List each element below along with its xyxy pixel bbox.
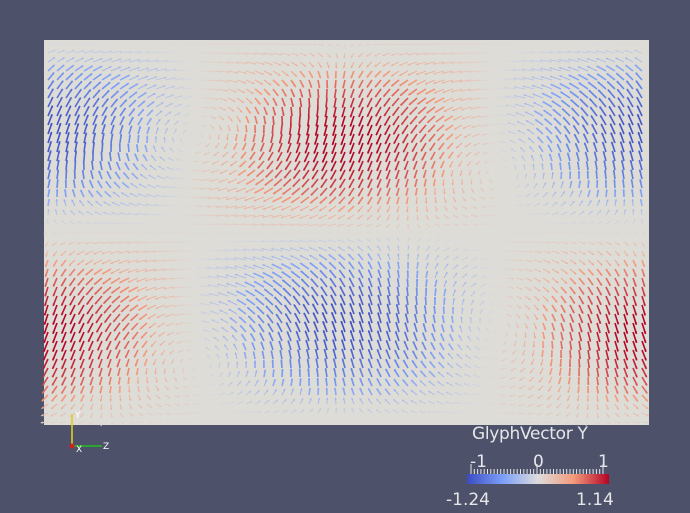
glyph-arrows [40,42,650,427]
axis-y-label: Y [74,411,81,421]
axis-x-label: X [76,445,82,455]
legend-range-min: -1.24 [446,490,490,510]
legend-tick-mid: 0 [533,452,544,472]
legend-tick-min: -1 [470,452,487,472]
legend-tick-max: 1 [598,452,609,472]
orientation-axes: Y X Z [69,411,109,455]
legend-title: GlyphVector Y [472,424,588,444]
color-legend-bar[interactable] [467,474,609,484]
colorbar-ticks [470,464,604,474]
axis-z-label: Z [103,442,109,452]
legend-range-max: 1.14 [576,490,614,510]
